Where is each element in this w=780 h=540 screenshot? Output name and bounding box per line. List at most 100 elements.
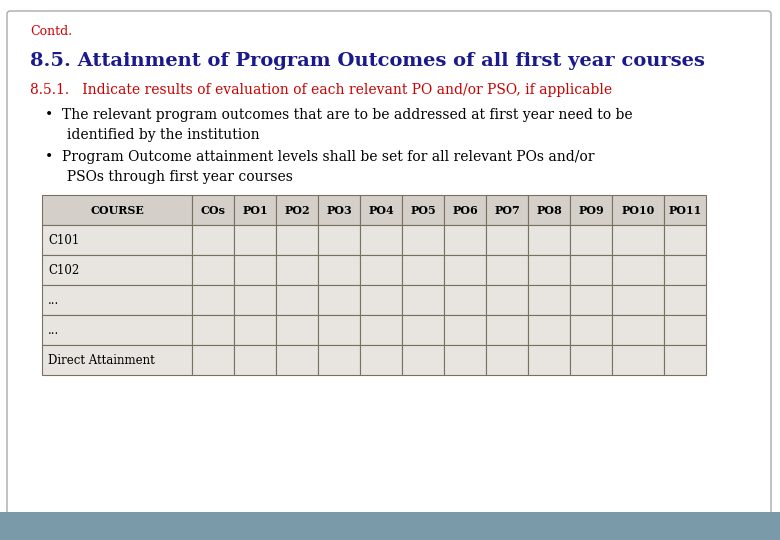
Text: PO6: PO6 xyxy=(452,205,478,215)
Bar xyxy=(360,195,402,225)
Bar xyxy=(318,255,360,285)
Text: •  Program Outcome attainment levels shall be set for all relevant POs and/or: • Program Outcome attainment levels shal… xyxy=(45,150,594,164)
Bar xyxy=(612,285,664,315)
Bar xyxy=(664,315,706,345)
Bar xyxy=(234,255,276,285)
Bar xyxy=(444,345,486,375)
Bar xyxy=(486,315,528,345)
Bar xyxy=(360,345,402,375)
Bar xyxy=(318,345,360,375)
Bar xyxy=(192,285,234,315)
Bar xyxy=(528,315,570,345)
Bar xyxy=(42,315,192,345)
Bar xyxy=(318,285,360,315)
Bar xyxy=(570,285,612,315)
Text: 8.5. Attainment of Program Outcomes of all first year courses: 8.5. Attainment of Program Outcomes of a… xyxy=(30,52,705,70)
Text: PSOs through first year courses: PSOs through first year courses xyxy=(45,170,292,184)
Bar xyxy=(360,255,402,285)
Bar xyxy=(612,345,664,375)
Bar xyxy=(612,195,664,225)
Text: PO4: PO4 xyxy=(368,205,394,215)
Bar xyxy=(444,255,486,285)
Bar xyxy=(570,255,612,285)
Text: ...: ... xyxy=(48,294,59,307)
Bar xyxy=(318,315,360,345)
Bar xyxy=(528,255,570,285)
Bar xyxy=(570,195,612,225)
Bar xyxy=(192,345,234,375)
Text: C102: C102 xyxy=(48,264,80,276)
Text: PO3: PO3 xyxy=(326,205,352,215)
Bar xyxy=(42,225,192,255)
Text: 8.5.1.   Indicate results of evaluation of each relevant PO and/or PSO, if appli: 8.5.1. Indicate results of evaluation of… xyxy=(30,83,612,97)
Bar xyxy=(486,225,528,255)
Bar xyxy=(318,195,360,225)
Bar xyxy=(664,255,706,285)
Bar xyxy=(42,285,192,315)
Bar xyxy=(360,315,402,345)
Bar xyxy=(664,225,706,255)
Bar xyxy=(276,195,318,225)
Bar xyxy=(42,345,192,375)
Bar xyxy=(360,285,402,315)
Text: PO2: PO2 xyxy=(284,205,310,215)
Bar xyxy=(612,225,664,255)
Bar xyxy=(444,195,486,225)
Text: PO5: PO5 xyxy=(410,205,436,215)
Bar xyxy=(528,345,570,375)
Bar xyxy=(402,195,444,225)
Bar xyxy=(0,512,780,540)
Text: identified by the institution: identified by the institution xyxy=(45,128,260,142)
Text: •  The relevant program outcomes that are to be addressed at first year need to : • The relevant program outcomes that are… xyxy=(45,108,633,122)
Bar xyxy=(192,225,234,255)
Bar xyxy=(486,195,528,225)
Bar xyxy=(402,345,444,375)
Bar xyxy=(486,285,528,315)
Bar xyxy=(612,315,664,345)
Bar xyxy=(402,285,444,315)
Text: COURSE: COURSE xyxy=(90,205,144,215)
Text: PO11: PO11 xyxy=(668,205,702,215)
Bar xyxy=(276,285,318,315)
Text: Direct Attainment: Direct Attainment xyxy=(48,354,154,367)
Bar xyxy=(486,345,528,375)
Bar xyxy=(276,225,318,255)
Bar xyxy=(570,315,612,345)
Bar xyxy=(234,225,276,255)
Bar xyxy=(528,195,570,225)
Bar xyxy=(528,225,570,255)
FancyBboxPatch shape xyxy=(7,11,771,515)
Text: COs: COs xyxy=(200,205,225,215)
Bar xyxy=(42,195,192,225)
Text: ...: ... xyxy=(48,323,59,336)
Bar xyxy=(360,225,402,255)
Bar xyxy=(402,315,444,345)
Bar xyxy=(192,195,234,225)
Bar xyxy=(192,315,234,345)
Bar xyxy=(192,255,234,285)
Text: PO9: PO9 xyxy=(578,205,604,215)
Text: PO1: PO1 xyxy=(242,205,268,215)
Bar xyxy=(570,345,612,375)
Bar xyxy=(402,255,444,285)
Bar xyxy=(234,195,276,225)
Text: PO7: PO7 xyxy=(494,205,520,215)
Bar xyxy=(276,315,318,345)
Bar xyxy=(444,225,486,255)
Bar xyxy=(664,285,706,315)
Bar xyxy=(664,345,706,375)
Bar xyxy=(612,255,664,285)
Bar xyxy=(234,315,276,345)
Bar xyxy=(276,255,318,285)
Text: PO10: PO10 xyxy=(622,205,654,215)
Bar xyxy=(234,285,276,315)
Bar xyxy=(570,225,612,255)
Bar xyxy=(528,285,570,315)
Text: Contd.: Contd. xyxy=(30,25,72,38)
Bar xyxy=(42,255,192,285)
Bar xyxy=(486,255,528,285)
Bar xyxy=(444,315,486,345)
Bar xyxy=(444,285,486,315)
Bar xyxy=(276,345,318,375)
Bar xyxy=(664,195,706,225)
